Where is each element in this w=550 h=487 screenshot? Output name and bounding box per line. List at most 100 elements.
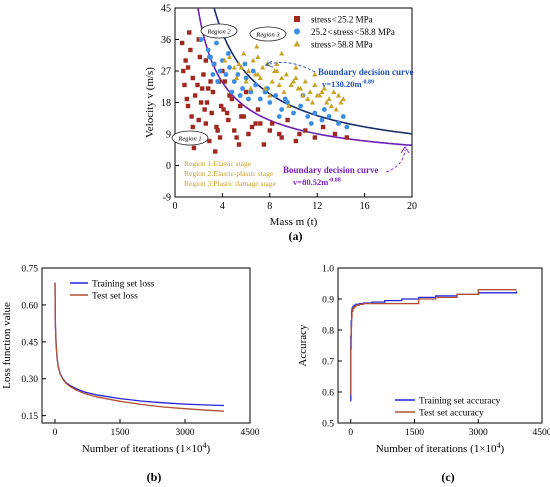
point-mid-stress <box>242 61 248 67</box>
point-low-stress <box>215 128 220 133</box>
panel-c-xlabel-end: ) <box>501 443 505 455</box>
point-high-stress <box>267 92 273 98</box>
panel-a-ytick-label: 18 <box>161 98 171 109</box>
panel-a-ytick-label: 45 <box>161 4 171 15</box>
panel-a-xtick-label: 20 <box>407 201 417 212</box>
panel-a-xtick-label: 16 <box>360 201 370 212</box>
point-mid-stress <box>231 79 237 84</box>
series-line-c-1 <box>350 289 517 396</box>
point-high-stress <box>250 57 256 63</box>
region-ellipse <box>171 130 209 146</box>
point-low-stress <box>279 135 284 140</box>
point-high-stress <box>302 78 308 84</box>
point-high-stress <box>222 57 228 63</box>
panel-c-xlabel: Number of iterations (1×104) <box>376 441 505 455</box>
series-line-b-0 <box>54 282 225 407</box>
legend-marker-square <box>294 16 300 22</box>
panel-c-ytick-label: 0.9 <box>322 296 334 306</box>
point-low-stress <box>202 107 207 112</box>
point-low-stress <box>219 103 224 109</box>
point-low-stress <box>258 121 263 126</box>
point-low-stress <box>269 121 275 126</box>
series-line-c-0 <box>350 291 518 402</box>
point-low-stress <box>190 124 195 130</box>
point-high-stress <box>283 71 289 77</box>
point-high-stress <box>331 89 337 94</box>
point-mid-stress <box>243 75 249 81</box>
point-mid-stress <box>223 72 229 77</box>
panel-a-legend: stress < 25.2 MPa 25.2 < stress < 58.8 MP… <box>293 15 395 50</box>
point-mid-stress <box>214 40 219 46</box>
point-low-stress <box>241 114 246 119</box>
stage-label: Region 3:Plastic damage stage <box>184 179 277 188</box>
point-high-stress <box>271 68 278 73</box>
panel-c-xtick-label: 4500 <box>533 428 550 438</box>
panel-a-ytick-label: 36 <box>161 35 171 46</box>
point-high-stress <box>324 99 330 105</box>
point-low-stress <box>201 72 206 77</box>
point-low-stress <box>277 131 282 137</box>
series-line-b-1 <box>54 282 225 412</box>
point-high-stress <box>279 50 285 56</box>
panel-b-ytick-label: 0.60 <box>21 301 38 311</box>
point-low-stress <box>293 138 299 144</box>
point-low-stress <box>224 110 230 116</box>
point-mid-stress <box>206 54 212 60</box>
point-high-stress <box>286 103 292 108</box>
point-high-stress <box>328 103 335 108</box>
point-low-stress <box>197 54 203 60</box>
panel-c-ytick-label: 0.5 <box>322 420 334 430</box>
legend-label: stress < 25.2 MPa <box>311 15 373 25</box>
point-low-stress <box>188 47 193 53</box>
point-high-stress <box>326 96 332 101</box>
point-mid-stress <box>248 89 254 95</box>
point-mid-stress <box>250 68 256 74</box>
point-low-stress <box>297 131 302 137</box>
point-low-stress <box>243 89 249 95</box>
panel-b-xtick-label: 0 <box>53 428 58 438</box>
point-high-stress <box>293 64 299 70</box>
point-high-stress <box>262 85 268 91</box>
legend-marker-triangle <box>293 40 301 47</box>
point-low-stress <box>205 86 211 91</box>
point-mid-stress <box>308 121 314 126</box>
panel-c-label: (c) <box>441 470 454 484</box>
legend-label: stress > 58.8 MPa <box>311 40 373 50</box>
point-mid-stress <box>257 96 263 102</box>
panel-a-ytick-label: -9 <box>163 193 171 204</box>
point-mid-stress <box>279 107 285 112</box>
curve-lower-pointer <box>385 149 406 173</box>
point-high-stress <box>305 96 311 101</box>
panel-c: 0 1500 3000 4500 0.5 0.6 0.7 0.8 0.9 1.0 Number of… <box>297 265 550 485</box>
point-mid-stress <box>291 110 296 116</box>
point-low-stress <box>203 121 209 126</box>
panel-c-xtick-label: 1500 <box>405 428 424 438</box>
point-low-stress <box>267 128 272 133</box>
curve-lower-arrowhead <box>400 146 410 154</box>
legend-label: 25.2 < stress < 58.8 MPa <box>311 27 395 37</box>
point-mid-stress <box>326 114 332 119</box>
panel-a-plot-area <box>179 8 412 154</box>
point-high-stress <box>279 75 285 80</box>
point-mid-stress <box>276 114 282 119</box>
point-high-stress <box>307 89 313 94</box>
curve-upper-exponent: -0.89 <box>362 80 375 86</box>
point-low-stress <box>210 89 216 95</box>
stage-label: Region 1:Elastic stage <box>184 159 252 168</box>
point-high-stress <box>274 61 280 66</box>
region-label: Region 3 <box>255 32 280 39</box>
point-high-stress <box>226 54 233 59</box>
panel-c-frame <box>337 267 543 424</box>
point-low-stress <box>320 124 326 130</box>
region-label: Region 1 <box>177 136 201 143</box>
curve-lower-exponent: -0.88 <box>328 178 341 184</box>
point-low-stress <box>191 145 197 151</box>
point-mid-stress <box>267 100 273 105</box>
point-high-stress <box>312 71 318 77</box>
region-ellipse <box>249 26 287 42</box>
point-mid-stress <box>298 103 304 109</box>
point-low-stress <box>249 124 255 130</box>
point-high-stress <box>231 64 237 70</box>
point-low-stress <box>239 114 244 119</box>
